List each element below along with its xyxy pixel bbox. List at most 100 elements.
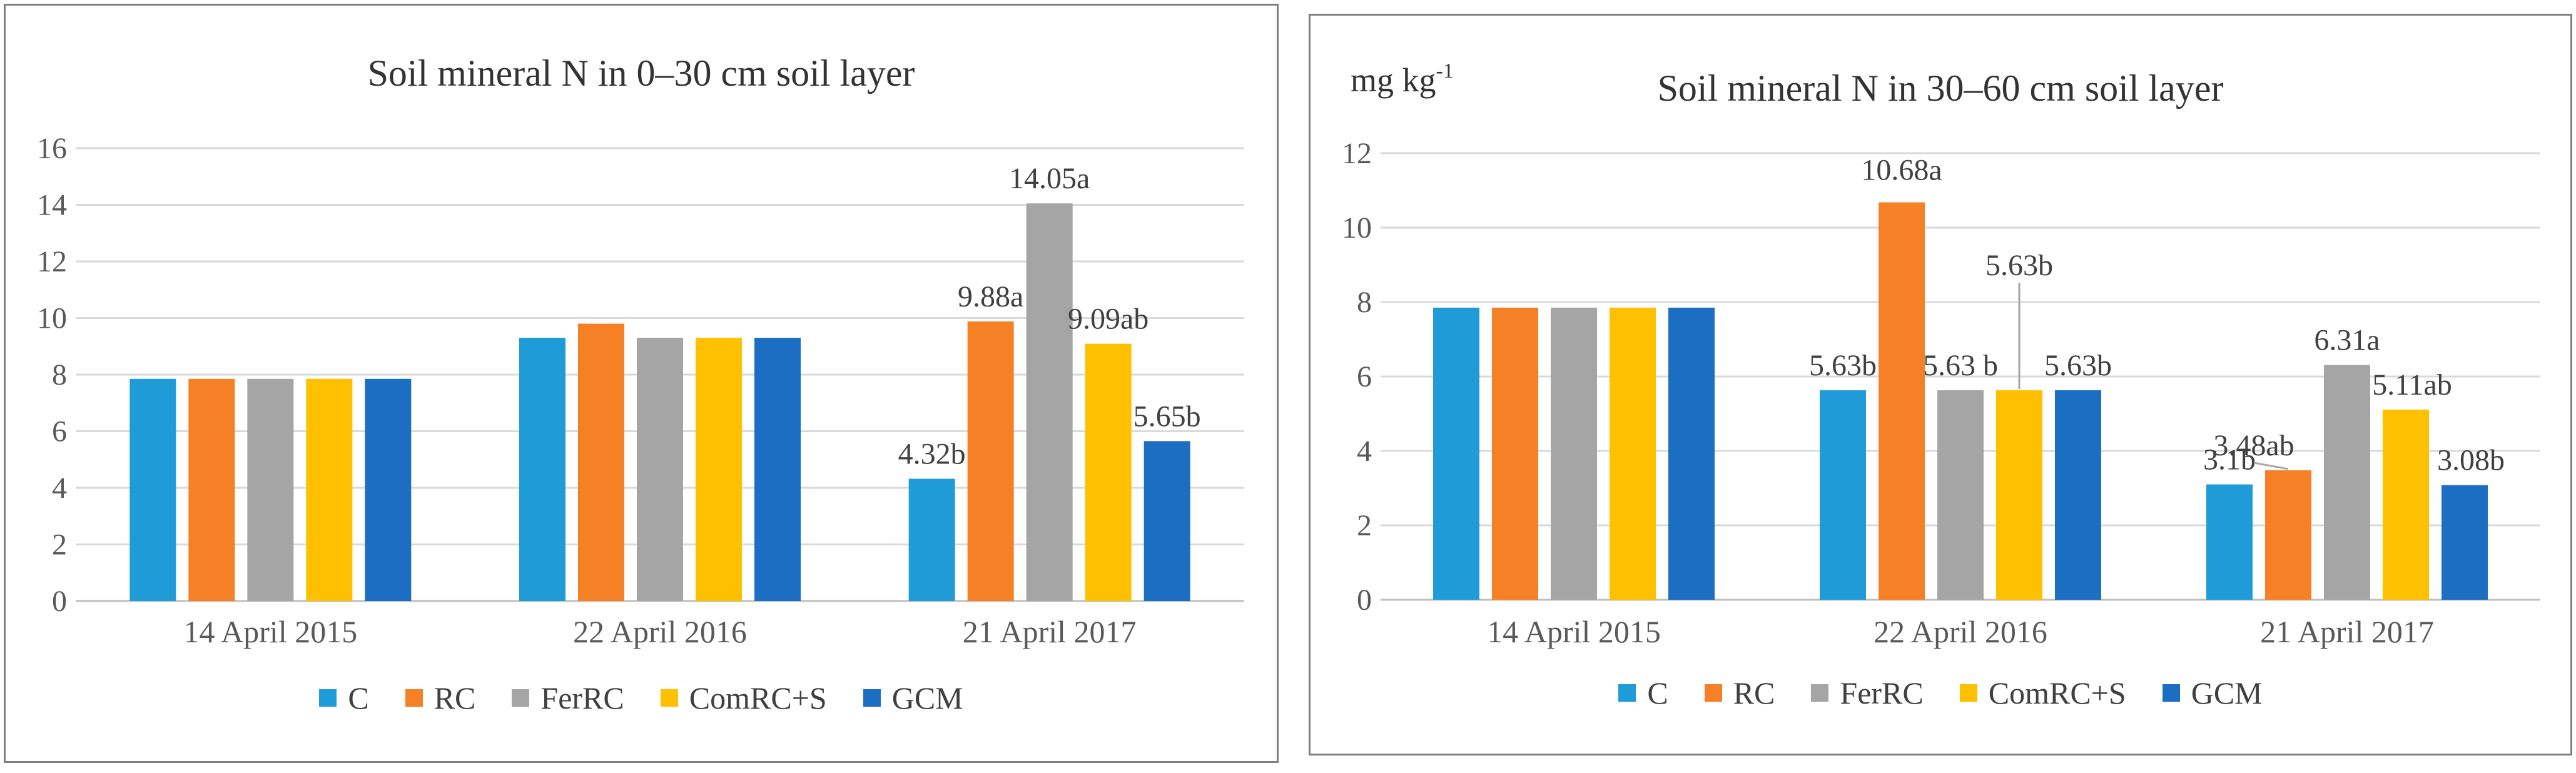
bar-chart-right: 0 2 4 6 8 10 12 14 April 2015 22 April 2016 5.63b… (1342, 137, 2540, 649)
chart-title-left: Soil mineral N in 0–30 cm soil layer (367, 53, 915, 94)
x-category-label: 21 April 2017 (2260, 614, 2434, 649)
chart-panel-left: 0 2 4 6 8 10 12 14 16 14 April 2015 22 April 2016 2… (4, 4, 1279, 763)
y-tick-label: 0 (1357, 584, 1372, 617)
y-tick-label: 6 (52, 415, 67, 448)
bar-ferrc-2 (1026, 203, 1073, 601)
y-tick-label: 4 (52, 472, 67, 505)
y-tick-label: 2 (52, 528, 67, 562)
bar-comrc-s-2 (1085, 343, 1132, 601)
legend-item: C (319, 680, 369, 716)
bar-c-0 (1433, 307, 1479, 600)
data-label: 3.1b (2203, 443, 2256, 477)
bar-comrc-s-1 (696, 338, 742, 601)
data-label: 4.32b (898, 438, 966, 471)
bar-comrc-s-0 (1610, 307, 1656, 600)
bar-ferrc-0 (1551, 307, 1597, 600)
x-category-label: 14 April 2015 (1487, 614, 1661, 649)
data-label: 14.05a (1009, 162, 1090, 195)
legend-label: FerRC (1840, 675, 1924, 710)
legend-swatch (405, 689, 423, 707)
y-tick-label: 14 (37, 189, 67, 222)
bar-c-2 (2206, 484, 2253, 600)
bar-rc-0 (1492, 307, 1538, 600)
x-category-label: 14 April 2015 (183, 614, 357, 649)
y-unit-label: mg kg-1 (1351, 59, 1454, 99)
legend-swatch (1959, 684, 1977, 702)
y-unit-exponent: -1 (1436, 59, 1454, 83)
bar-c-0 (129, 378, 176, 601)
bar-c-1 (519, 338, 565, 601)
bar-ferrc-0 (247, 378, 294, 601)
legend-label: RC (434, 680, 476, 715)
bar-comrc-s-0 (306, 378, 353, 601)
legend-label: ComRC+S (1988, 675, 2126, 710)
bar-c-1 (1820, 390, 1866, 600)
y-tick-label: 10 (37, 302, 67, 335)
bar-gcm-1 (754, 338, 801, 601)
y-tick-label: 10 (1342, 211, 1372, 245)
legend-left: C RC FerRC ComRC+S GCM (6, 680, 1277, 716)
y-tick-label: 8 (52, 358, 67, 392)
x-category-label: 21 April 2017 (963, 614, 1137, 649)
bar-rc-0 (188, 378, 235, 601)
data-label: 5.65b (1133, 400, 1201, 433)
bar-c-2 (908, 478, 955, 601)
bar-gcm-2 (2442, 485, 2488, 600)
y-tick-label: 4 (1357, 435, 1372, 468)
bar-ferrc-1 (637, 338, 683, 601)
data-label: 9.88a (958, 280, 1023, 313)
y-unit-text: mg kg (1351, 61, 1436, 99)
legend-label: ComRC+S (689, 680, 827, 715)
bar-comrc-s-2 (2383, 409, 2429, 600)
legend-label: GCM (891, 680, 963, 715)
legend-swatch (2162, 684, 2180, 702)
legend-item: GCM (2162, 675, 2263, 711)
chart-title-right: Soil mineral N in 30–60 cm soil layer (1657, 68, 2224, 109)
x-category-label: 22 April 2016 (1874, 614, 2047, 649)
legend-item: GCM (863, 680, 963, 716)
legend-item: ComRC+S (660, 680, 827, 716)
data-label: 3.08b (2437, 444, 2505, 477)
bar-ferrc-2 (2324, 365, 2370, 600)
data-label: 5.63b (2044, 349, 2112, 382)
legend-swatch (863, 689, 881, 707)
legend-item: RC (405, 680, 476, 716)
legend-item: FerRC (1811, 675, 1924, 711)
legend-right: C RC FerRC ComRC+S GCM (1311, 675, 2570, 711)
bar-gcm-2 (1143, 441, 1190, 601)
y-tick-label: 8 (1357, 286, 1372, 319)
data-label: 5.63b (1809, 349, 1877, 382)
bar-gcm-1 (2055, 390, 2101, 600)
bar-rc-1 (578, 323, 624, 601)
data-label: 6.31a (2314, 324, 2380, 357)
bar-rc-2 (967, 321, 1014, 601)
legend-swatch (1704, 684, 1722, 702)
legend-label: C (348, 680, 369, 715)
data-label: 3.48ab (2213, 429, 2294, 462)
y-tick-label: 16 (37, 132, 67, 165)
legend-label: RC (1733, 675, 1775, 710)
data-label: 5.63 b (1923, 349, 1998, 382)
bar-gcm-0 (1668, 307, 1715, 600)
data-label: 5.11ab (2372, 368, 2452, 402)
legend-swatch (319, 689, 337, 707)
legend-item: ComRC+S (1959, 675, 2126, 711)
y-tick-label: 2 (1357, 509, 1372, 542)
bar-ferrc-1 (1937, 390, 1984, 600)
legend-label: GCM (2191, 675, 2263, 710)
data-label: 10.68a (1861, 154, 1942, 187)
legend-item: C (1618, 675, 1668, 711)
bar-chart-left: 0 2 4 6 8 10 12 14 16 14 April 2015 22 April 2016 2… (37, 132, 1244, 649)
bar-gcm-0 (365, 378, 412, 601)
legend-label: C (1647, 675, 1668, 710)
data-label: 5.63b (1985, 249, 2053, 282)
legend-item: FerRC (512, 680, 624, 716)
data-label: 9.09ab (1068, 303, 1149, 336)
legend-swatch (660, 689, 678, 707)
chart-panel-right: 0 2 4 6 8 10 12 14 April 2015 22 April 2016 5.63b… (1309, 14, 2572, 755)
bar-rc-2 (2265, 470, 2311, 600)
bar-comrc-s-1 (1996, 390, 2042, 600)
y-tick-label: 6 (1357, 360, 1372, 393)
legend-label: FerRC (540, 680, 624, 715)
x-category-label: 22 April 2016 (573, 614, 747, 649)
